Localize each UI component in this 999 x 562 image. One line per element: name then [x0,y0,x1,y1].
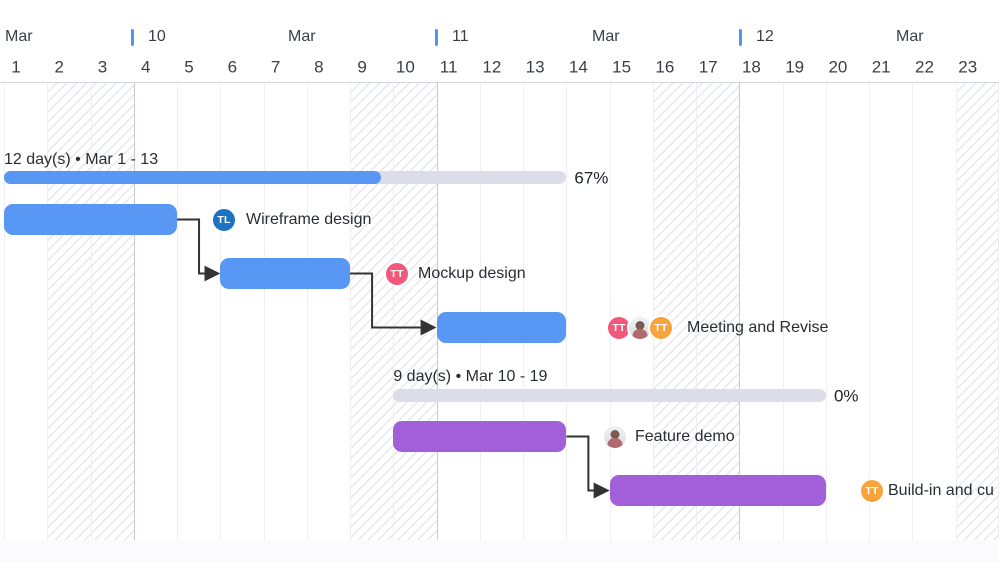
month-label: Mar [592,28,620,45]
day-gridline [133,82,135,540]
day-gridline [609,82,611,540]
day-number: 14 [568,57,588,77]
photo-person-body [607,437,623,448]
task-bar[interactable] [393,421,567,452]
photo-person-body [632,328,648,339]
month-label: Mar [896,28,924,45]
day-gridline [177,82,179,540]
week-start-tick [739,29,742,46]
week-start-tick [435,29,438,46]
day-number: 13 [525,57,545,77]
day-number: 8 [314,57,324,77]
task-label[interactable]: Feature demo [635,427,735,445]
day-gridline [436,82,438,540]
assignee-initials-avatar: TL [211,206,237,233]
day-gridline [997,82,999,540]
assignee-photo-avatar [602,423,628,450]
day-gridline [739,82,741,540]
day-gridline [955,82,957,540]
assignee-initials-avatar: TT [859,477,885,504]
day-number: 2 [54,57,64,77]
day-number: 22 [914,57,934,77]
task-label[interactable]: Build-in and cu [888,481,994,499]
photo-person-head [610,429,620,439]
day-number: 15 [612,57,632,77]
day-gridline [90,82,92,540]
day-gridline [869,82,871,540]
day-number: 18 [741,57,761,77]
day-gridline [47,82,49,540]
header-separator [0,82,999,83]
summary-label: 12 day(s) • Mar 1 - 13 [4,151,159,168]
day-gridline [263,82,265,540]
task-bar[interactable] [609,475,826,506]
day-gridline [912,82,914,540]
task-bar[interactable] [436,312,567,343]
assignee-initials-avatar: TT [384,260,410,287]
task-bar[interactable] [4,204,178,235]
task-label[interactable]: Wireframe design [246,210,372,228]
summary-percent-label: 67% [574,168,609,187]
summary-progress-track[interactable] [393,389,826,402]
month-label: Mar [288,28,316,45]
summary-percent-label: 0% [833,386,859,405]
day-number: 17 [698,57,718,77]
day-gridline [4,82,5,540]
day-number: 1 [11,57,21,77]
day-number: 12 [482,57,502,77]
day-gridline [523,82,525,540]
day-number: 23 [958,57,978,77]
task-bar[interactable] [220,258,351,289]
day-number: 21 [871,57,891,77]
summary-progress-fill [4,171,381,184]
day-gridline [566,82,568,540]
day-number: 3 [97,57,108,77]
day-number: 4 [141,57,151,77]
timeline-header: Mar Mar Mar Mar 10 11 12 1 2 3 4 5 6 7 8 9 10 11 12 13 14 15 1… [0,0,999,83]
day-gridline [825,82,827,540]
day-number: 6 [227,57,238,77]
day-number: 9 [357,57,367,77]
week-number-label: 11 [452,28,469,45]
day-gridline [782,82,784,540]
week-number-label: 10 [148,28,166,45]
day-number: 16 [655,57,675,77]
task-label[interactable]: Meeting and Revise [687,318,829,336]
day-gridline [652,82,654,540]
week-start-tick [131,29,134,46]
month-label: Mar [5,28,33,45]
weekend-hatch-column [47,82,134,540]
day-number: 19 [785,57,805,77]
day-number: 7 [270,57,281,77]
week-number-label: 12 [756,28,774,45]
weekend-hatch-column [652,82,740,540]
summary-label: 9 day(s) • Mar 10 - 19 [393,368,548,385]
weekend-hatch-column [955,82,999,540]
chart-footer-area [0,540,999,562]
day-number: 5 [184,57,194,77]
day-number: 10 [395,57,415,77]
day-gridline [696,82,698,540]
day-gridline [306,82,308,540]
day-gridline [479,82,481,540]
day-number: 20 [828,57,848,77]
day-gridline [220,82,222,540]
photo-person-head [635,320,645,330]
task-label[interactable]: Mockup design [418,264,526,282]
day-number: 11 [439,57,458,77]
assignee-initials-avatar: TT [648,314,674,341]
